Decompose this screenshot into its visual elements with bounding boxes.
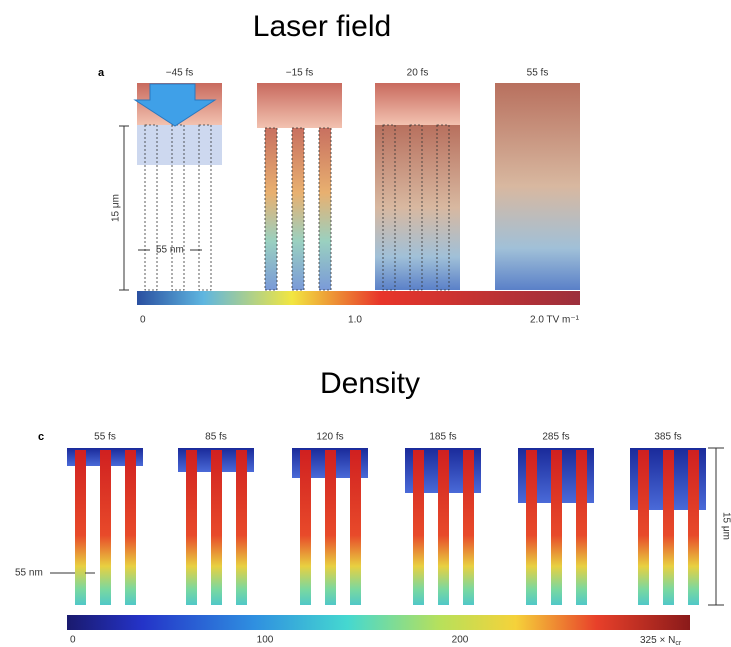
time-label: −45 fs (166, 68, 194, 79)
rod (551, 450, 562, 605)
field-map (375, 125, 460, 290)
colorbar-c-max: 325 × Ncr (640, 635, 682, 647)
time-label: 20 fs (407, 68, 429, 79)
colorbar-c-max-sub: cr (675, 640, 682, 647)
time-label: 55 fs (94, 432, 116, 443)
rod (186, 450, 197, 605)
rod (75, 450, 86, 605)
time-label: 185 fs (429, 432, 456, 443)
rod (638, 450, 649, 605)
scale-bar-c (50, 448, 724, 605)
panel-c-title: Density (320, 367, 420, 400)
gap-label-a: 55 nm (156, 245, 184, 256)
rod (663, 450, 674, 605)
rod (125, 450, 136, 605)
rod (413, 450, 424, 605)
field-map (257, 83, 342, 128)
rod (688, 450, 699, 605)
colorbar-a-tick: 0 (140, 315, 146, 326)
colorbar-a-tick: 1.0 (348, 315, 362, 326)
field-map (137, 125, 222, 165)
colorbar-a (137, 291, 580, 305)
time-label: 55 fs (527, 68, 549, 79)
rod (438, 450, 449, 605)
time-label: 85 fs (205, 432, 227, 443)
colorbar-c-tick: 100 (257, 635, 274, 646)
colorbar-a-tick: 2.0 TV m⁻¹ (530, 315, 580, 326)
rod (325, 450, 336, 605)
rod-fill (319, 128, 331, 290)
time-label: 285 fs (542, 432, 569, 443)
rod (211, 450, 222, 605)
time-label: 385 fs (654, 432, 681, 443)
panel-a-label: a (98, 67, 105, 79)
rod (236, 450, 247, 605)
panel-a-title: Laser field (253, 10, 391, 43)
scale-label-c: 15 μm (720, 512, 731, 540)
rod-fill (292, 128, 304, 290)
time-label: −15 fs (286, 68, 314, 79)
rod (300, 450, 311, 605)
gap-label-c: 55 nm (15, 568, 43, 579)
field-map (375, 83, 460, 125)
field-map (495, 83, 580, 290)
scale-label-a: 15 μm (111, 194, 122, 222)
panels-c: 55 fs 85 fs 120 fs 185 fs 285 fs 385 fs (67, 432, 706, 605)
rod (526, 450, 537, 605)
rod (576, 450, 587, 605)
colorbar-c (67, 615, 690, 630)
time-label: 120 fs (316, 432, 343, 443)
rod-fill (265, 128, 277, 290)
rod (350, 450, 361, 605)
rod (463, 450, 474, 605)
panel-c-label: c (38, 431, 44, 443)
colorbar-c-tick: 200 (452, 635, 469, 646)
colorbar-c-tick: 0 (70, 635, 76, 646)
rod (100, 450, 111, 605)
colorbar-c-max-text: 325 × N (640, 635, 675, 646)
figure: Laser field a −45 fs −15 fs 20 fs 55 fs 15 … (0, 0, 731, 647)
